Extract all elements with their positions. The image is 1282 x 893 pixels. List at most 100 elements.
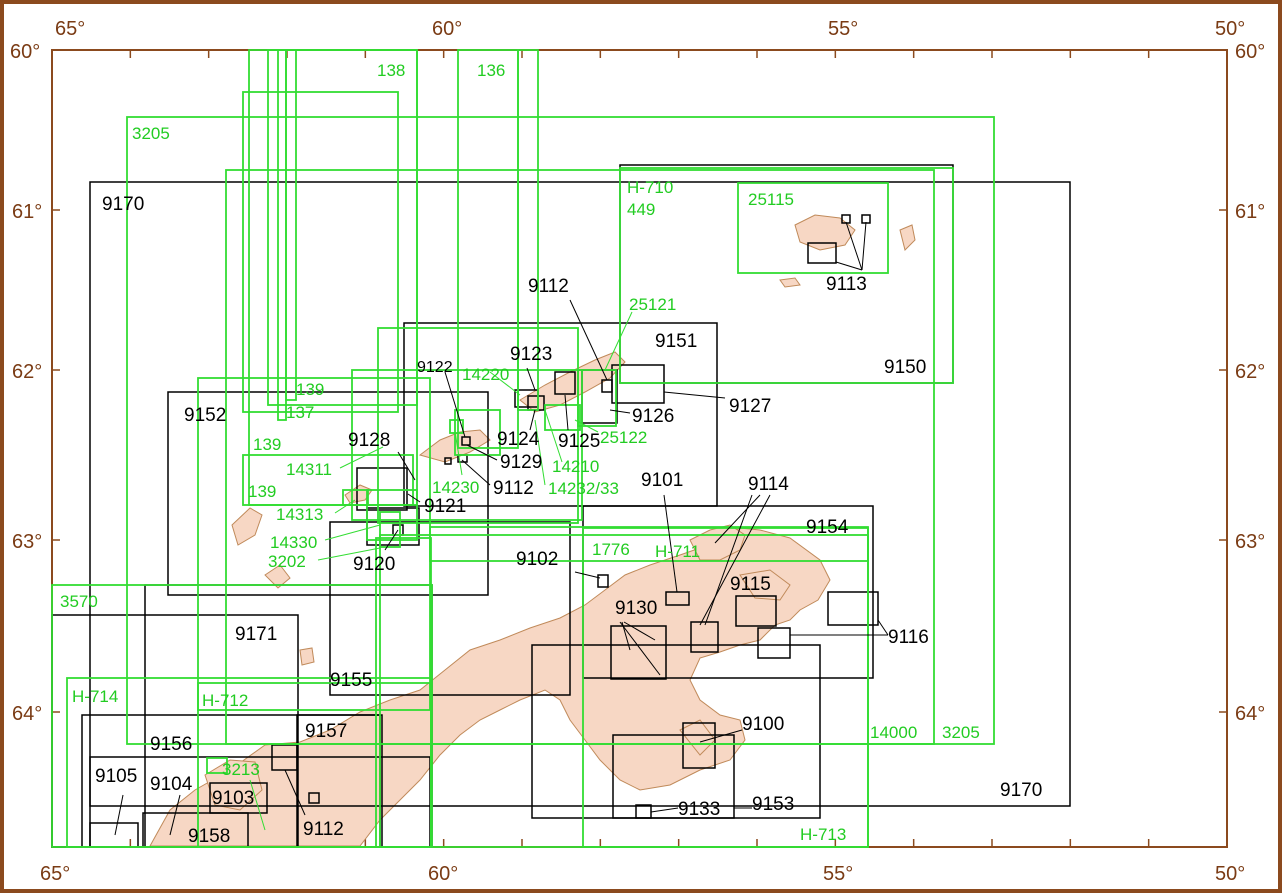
chart-3213-outline[interactable] <box>206 757 228 774</box>
label-9113[interactable]: 9113 <box>826 274 867 295</box>
label-9153[interactable]: 9153 <box>752 794 794 815</box>
chart-9155-outline[interactable] <box>329 521 571 696</box>
label-9123[interactable]: 9123 <box>510 344 552 365</box>
chart-9113-a-outline[interactable] <box>807 242 837 264</box>
label-9128[interactable]: 9128 <box>348 430 390 451</box>
label-9112-mid[interactable]: 9112 <box>493 478 534 499</box>
chart-9112-southern-outline[interactable] <box>271 744 298 771</box>
label-9127[interactable]: 9127 <box>729 396 771 417</box>
chart-9100-outline[interactable] <box>682 722 716 769</box>
chart-9112-mid-outline[interactable] <box>444 457 452 465</box>
label-9130[interactable]: 9130 <box>615 598 657 619</box>
chart-9121-outline[interactable] <box>356 467 408 511</box>
label-9102[interactable]: 9102 <box>516 549 558 570</box>
label-9152[interactable]: 9152 <box>184 405 226 426</box>
chart-14230-outline[interactable] <box>449 419 464 434</box>
chart-139-b-outline[interactable] <box>242 454 414 506</box>
label-9103[interactable]: 9103 <box>212 788 254 809</box>
chart-H713-outline[interactable] <box>379 534 869 848</box>
label-139-bottom[interactable]: 139 <box>248 482 276 501</box>
label-9133[interactable]: 9133 <box>678 799 720 820</box>
chart-25115-extra-outline[interactable] <box>285 49 297 401</box>
label-3202[interactable]: 3202 <box>268 552 306 571</box>
chart-137-outline[interactable] <box>242 91 399 413</box>
label-14220[interactable]: 14220 <box>462 365 509 384</box>
label-H713[interactable]: H-713 <box>800 825 846 844</box>
label-9157[interactable]: 9157 <box>305 721 347 742</box>
label-9150[interactable]: 9150 <box>884 357 926 378</box>
label-9112-north[interactable]: 9112 <box>528 276 569 297</box>
label-9100[interactable]: 9100 <box>742 714 784 735</box>
chart-9115-outline[interactable] <box>735 595 777 627</box>
chart-3570-outline[interactable] <box>51 584 433 848</box>
chart-9125-outline[interactable] <box>554 371 576 395</box>
chart-9130-outline[interactable] <box>610 625 667 680</box>
label-138[interactable]: 138 <box>377 61 405 80</box>
chart-9133-outline[interactable] <box>612 734 735 819</box>
label-1776[interactable]: 1776 <box>592 540 630 559</box>
chart-9152-outline[interactable] <box>167 391 489 596</box>
label-9129[interactable]: 9129 <box>500 452 542 473</box>
label-9116[interactable]: 9116 <box>888 627 929 648</box>
label-H712[interactable]: H-712 <box>202 691 248 710</box>
label-14230[interactable]: 14230 <box>432 478 479 497</box>
label-14311[interactable]: 14311 <box>286 460 332 479</box>
label-9154[interactable]: 9154 <box>806 517 849 538</box>
label-449[interactable]: 449 <box>627 200 655 219</box>
label-25115[interactable]: 25115 <box>748 190 794 209</box>
chart-9151-outline[interactable] <box>403 322 718 507</box>
chart-9102-outline[interactable] <box>597 574 609 588</box>
label-9104[interactable]: 9104 <box>150 774 193 795</box>
chart-9122-outline[interactable] <box>461 436 471 446</box>
chart-9114-a-outline[interactable] <box>690 621 719 653</box>
chart-25115-outline[interactable] <box>737 182 889 274</box>
chart-9116-outline[interactable] <box>827 591 879 626</box>
label-9151[interactable]: 9151 <box>655 331 697 352</box>
label-9120[interactable]: 9120 <box>353 554 395 575</box>
label-H714[interactable]: H-714 <box>72 687 118 706</box>
label-9124[interactable]: 9124 <box>497 429 540 450</box>
label-9158[interactable]: 9158 <box>188 826 230 847</box>
label-9121[interactable]: 9121 <box>424 496 466 517</box>
label-14232-33[interactable]: 14232/33 <box>548 479 619 498</box>
label-25122[interactable]: 25122 <box>600 428 647 447</box>
chart-9112-southern-small-outline[interactable] <box>308 792 320 804</box>
label-137[interactable]: 137 <box>286 403 314 422</box>
label-9170-top[interactable]: 9170 <box>102 194 144 215</box>
label-9171[interactable]: 9171 <box>235 624 277 645</box>
label-3205-top[interactable]: 3205 <box>132 124 170 143</box>
label-9105[interactable]: 9105 <box>95 766 137 787</box>
label-9170-bottom[interactable]: 9170 <box>1000 780 1042 801</box>
chart-136-b-outline[interactable] <box>517 49 539 411</box>
label-9115[interactable]: 9115 <box>730 574 771 595</box>
label-9114[interactable]: 9114 <box>748 474 789 495</box>
label-9155[interactable]: 9155 <box>330 670 372 691</box>
label-3570[interactable]: 3570 <box>60 592 98 611</box>
label-9126[interactable]: 9126 <box>632 406 674 427</box>
label-9122[interactable]: 9122 <box>417 359 453 376</box>
chart-14232-outline[interactable] <box>377 327 579 524</box>
label-139-mid[interactable]: 139 <box>253 435 281 454</box>
label-3205-bottom[interactable]: 3205 <box>942 723 980 742</box>
label-9156[interactable]: 9156 <box>150 734 192 755</box>
label-14000[interactable]: 14000 <box>870 723 917 742</box>
label-25121[interactable]: 25121 <box>629 295 676 314</box>
chart-9103-outline[interactable] <box>209 782 268 814</box>
chart-9114-b-outline[interactable] <box>757 627 791 659</box>
label-139-top[interactable]: 139 <box>296 380 324 399</box>
label-H711[interactable]: H-711 <box>655 542 700 561</box>
chart-14220-outline[interactable] <box>351 369 583 521</box>
label-9125[interactable]: 9125 <box>558 431 600 452</box>
label-14330[interactable]: 14330 <box>270 533 317 552</box>
label-9101[interactable]: 9101 <box>641 470 683 491</box>
chart-14311-outline[interactable] <box>342 489 369 506</box>
label-H710[interactable]: H-710 <box>627 178 673 197</box>
chart-14000-outline[interactable] <box>225 169 935 745</box>
label-14313[interactable]: 14313 <box>276 505 323 524</box>
label-9112-south[interactable]: 9112 <box>303 819 344 840</box>
chart-9101-outline[interactable] <box>665 591 690 606</box>
chart-25122-outline[interactable] <box>544 404 581 431</box>
chart-9170-outline[interactable] <box>89 181 1071 807</box>
label-3213[interactable]: 3213 <box>222 760 260 779</box>
chart-14330-outline[interactable] <box>379 511 401 548</box>
